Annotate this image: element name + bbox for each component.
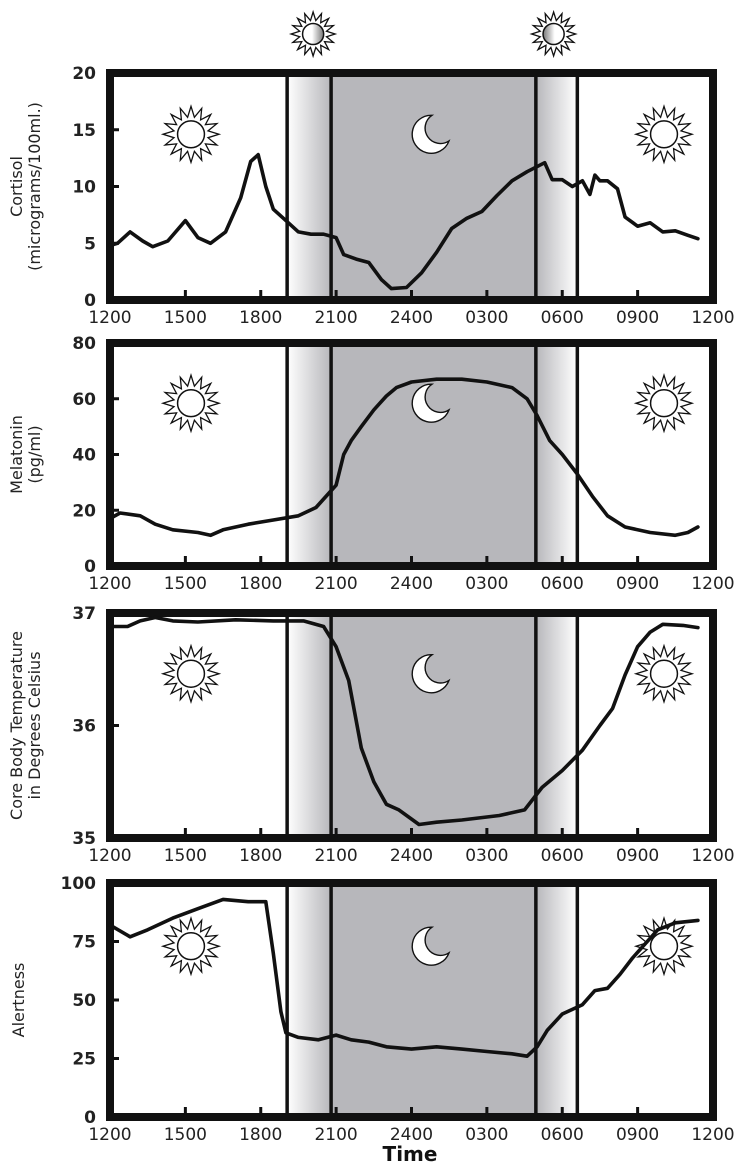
moon-icon bbox=[411, 383, 451, 423]
x-tick-label: 1500 bbox=[164, 1125, 207, 1145]
y-tick-label: 60 bbox=[72, 390, 96, 410]
x-tick-label: 0600 bbox=[541, 846, 584, 866]
sun-icon bbox=[160, 915, 222, 977]
data-line bbox=[108, 897, 700, 1058]
sun-icon bbox=[633, 643, 695, 705]
y-tick-label: 20 bbox=[72, 501, 96, 521]
y-tick-label: 0 bbox=[84, 1108, 96, 1128]
y-axis-title-line: in Degrees Celsius bbox=[25, 651, 44, 799]
y-tick-label: 25 bbox=[72, 1050, 96, 1070]
x-tick-label: 2100 bbox=[314, 846, 357, 866]
night-band bbox=[331, 883, 536, 1117]
y-axis-title: Alertness bbox=[9, 963, 28, 1038]
dawn-band bbox=[535, 613, 578, 838]
x-tick-label: 1200 bbox=[691, 846, 734, 866]
x-tick-label: 1200 bbox=[691, 308, 734, 328]
dusk-band bbox=[287, 73, 332, 300]
x-tick-label: 2100 bbox=[314, 1125, 357, 1145]
dawn-band bbox=[535, 343, 578, 566]
panel-2: 0 20 40 60 80 1200 1500 1800 2100 2400 0300 0600 090… bbox=[7, 334, 735, 594]
dusk-band bbox=[287, 613, 332, 838]
y-axis-title: Melatonin (pg/ml) bbox=[7, 415, 44, 494]
moon-icon bbox=[411, 926, 451, 966]
moon-icon bbox=[411, 654, 451, 694]
x-tick-label: 0300 bbox=[465, 308, 508, 328]
night-band bbox=[331, 343, 536, 566]
night-band bbox=[331, 613, 536, 838]
x-tick-label: 2400 bbox=[390, 574, 433, 594]
x-tick-label: 0300 bbox=[465, 1125, 508, 1145]
dusk-band bbox=[287, 343, 332, 566]
sun-icon bbox=[160, 643, 222, 705]
x-tick-label: 1800 bbox=[239, 574, 282, 594]
dusk-sun-icon bbox=[288, 9, 338, 59]
x-tick-label: 0300 bbox=[465, 574, 508, 594]
y-tick-label: 100 bbox=[61, 874, 97, 894]
y-tick-label: 37 bbox=[72, 604, 96, 624]
y-tick-label: 36 bbox=[72, 717, 96, 737]
x-axis-title: Time bbox=[383, 1142, 438, 1166]
y-tick-label: 80 bbox=[72, 334, 96, 354]
panel-1: 0 5 10 15 20 1200 1500 1800 2100 2400 0300 0600 0900… bbox=[7, 64, 735, 328]
x-tick-label: 2100 bbox=[314, 308, 357, 328]
y-axis-title-line: (pg/ml) bbox=[25, 425, 44, 483]
y-axis-title-line: (micrograms/100ml.) bbox=[25, 102, 44, 271]
y-tick-label: 50 bbox=[72, 991, 96, 1011]
y-axis-title-line: Cortisol bbox=[7, 156, 26, 217]
sun-icon bbox=[633, 372, 695, 434]
y-tick-label: 10 bbox=[72, 178, 96, 198]
x-tick-label: 1800 bbox=[239, 846, 282, 866]
sun-icon bbox=[160, 104, 222, 165]
x-tick-label: 1500 bbox=[164, 574, 207, 594]
y-tick-label: 20 bbox=[72, 64, 96, 84]
y-tick-label: 40 bbox=[72, 446, 96, 466]
x-tick-label: 1800 bbox=[239, 308, 282, 328]
x-tick-label: 0600 bbox=[541, 308, 584, 328]
y-tick-label: 5 bbox=[84, 234, 96, 254]
sun-icon bbox=[633, 104, 695, 165]
y-tick-label: 35 bbox=[72, 829, 96, 849]
x-tick-label: 2100 bbox=[314, 574, 357, 594]
sun-icon bbox=[160, 372, 222, 434]
x-tick-label: 0900 bbox=[616, 1125, 659, 1145]
x-tick-label: 0600 bbox=[541, 574, 584, 594]
data-line bbox=[108, 152, 700, 291]
dawn-band bbox=[535, 883, 578, 1117]
x-tick-label: 1200 bbox=[88, 308, 131, 328]
x-tick-label: 1200 bbox=[88, 574, 131, 594]
x-tick-label: 1200 bbox=[88, 846, 131, 866]
dusk-band bbox=[287, 883, 332, 1117]
x-tick-label: 2400 bbox=[390, 308, 433, 328]
data-line bbox=[108, 377, 700, 538]
x-tick-label: 1200 bbox=[88, 1125, 131, 1145]
x-tick-label: 0900 bbox=[616, 846, 659, 866]
y-tick-label: 15 bbox=[72, 121, 96, 141]
x-tick-label: 0900 bbox=[616, 574, 659, 594]
data-line bbox=[108, 615, 700, 827]
x-tick-label: 1200 bbox=[691, 574, 734, 594]
y-tick-label: 0 bbox=[84, 557, 96, 577]
sun-icon bbox=[633, 915, 695, 977]
y-axis-title: Cortisol (micrograms/100ml.) bbox=[7, 102, 44, 271]
x-tick-label: 0900 bbox=[616, 308, 659, 328]
y-axis-title-line: Melatonin bbox=[7, 415, 26, 494]
y-tick-label: 0 bbox=[84, 291, 96, 311]
y-tick-label: 75 bbox=[72, 933, 96, 953]
x-tick-label: 1500 bbox=[164, 308, 207, 328]
y-axis-title-line: Core Body Temperature bbox=[7, 631, 26, 820]
x-tick-label: 1200 bbox=[691, 1125, 734, 1145]
dawn-sun-icon bbox=[529, 9, 578, 59]
y-axis-title-line: Alertness bbox=[9, 963, 28, 1038]
panel-3: 35 36 37 1200 1500 1800 2100 2400 0300 0600 0900 12… bbox=[7, 604, 735, 866]
y-axis-title: Core Body Temperature in Degrees Celsius bbox=[7, 631, 44, 820]
x-tick-label: 0600 bbox=[541, 1125, 584, 1145]
panel-4: 0 25 50 75 100 1200 1500 1800 2100 2400 0300 0600 09… bbox=[9, 874, 735, 1166]
x-tick-label: 1500 bbox=[164, 846, 207, 866]
x-tick-label: 1800 bbox=[239, 1125, 282, 1145]
x-tick-label: 2400 bbox=[390, 846, 433, 866]
moon-icon bbox=[411, 114, 451, 154]
x-tick-label: 2400 bbox=[390, 1125, 433, 1145]
x-tick-label: 0300 bbox=[465, 846, 508, 866]
